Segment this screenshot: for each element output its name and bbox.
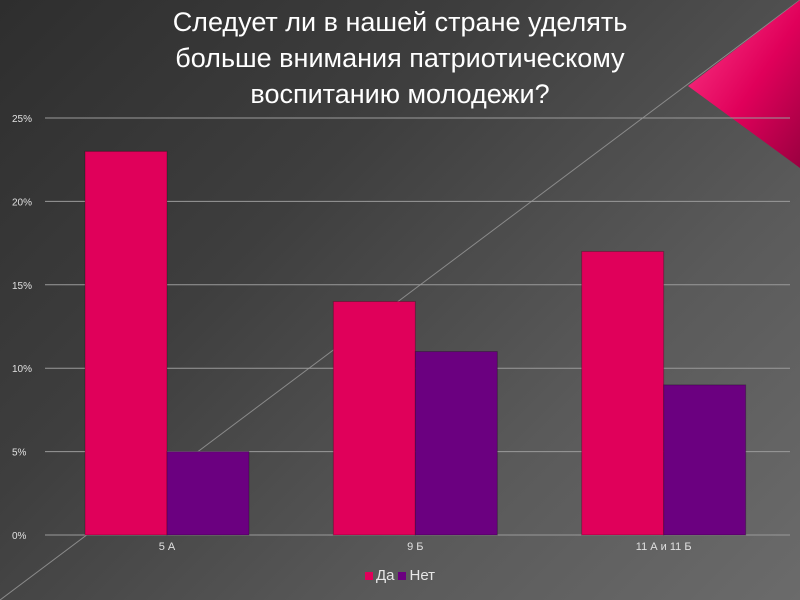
bar-yes [581, 250, 665, 536]
y-tick-label: 10% [12, 364, 32, 375]
bar-no [663, 384, 747, 536]
y-tick-label: 25% [12, 114, 32, 125]
y-tick-label: 5% [12, 448, 27, 459]
legend-swatch-yes [364, 571, 373, 580]
decorative-pink-triangle [688, 0, 800, 168]
chart-legend: Да Нет [0, 567, 800, 584]
bar-no [166, 451, 250, 536]
y-axis-ticks: 0% 5% 10% 15% 20% 25% [12, 114, 32, 542]
bar-yes [84, 150, 168, 536]
y-tick-label: 15% [12, 281, 32, 292]
bar-no [414, 351, 498, 536]
bars [84, 150, 747, 536]
legend-swatch-no [398, 571, 407, 580]
x-axis-categories: 5 А 9 Б 11 А и 11 Б [159, 541, 692, 553]
x-category-label: 11 А и 11 Б [636, 541, 692, 553]
legend-item-yes: Да [364, 567, 395, 584]
legend-label-yes: Да [375, 567, 395, 584]
legend-label-no: Нет [409, 567, 436, 584]
slide-title: Следует ли в нашей стране уделять больше… [172, 7, 628, 109]
legend-item-no: Нет [398, 567, 435, 584]
y-tick-label: 0% [12, 531, 27, 542]
x-category-label: 9 Б [407, 541, 423, 553]
y-tick-label: 20% [12, 197, 32, 208]
bar-yes [332, 300, 416, 536]
x-category-label: 5 А [159, 541, 176, 553]
